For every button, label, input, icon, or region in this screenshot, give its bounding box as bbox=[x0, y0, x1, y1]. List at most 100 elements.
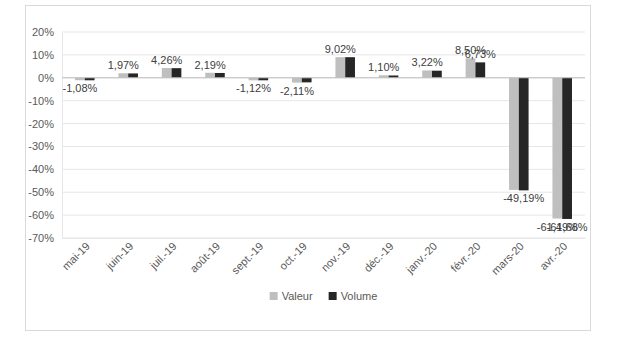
bar bbox=[345, 57, 355, 78]
bar bbox=[162, 68, 172, 78]
grid-line bbox=[62, 77, 585, 78]
x-tick: avr.-20 bbox=[537, 238, 569, 272]
x-axis: mai-19 juin-19 juil.-19août-19sept.-19 oct.… bbox=[60, 238, 586, 277]
x-tick-label: sept.-19 bbox=[229, 240, 266, 277]
y-tick-label: -30% bbox=[28, 140, 54, 152]
x-tick-label: oct.-19 bbox=[277, 240, 309, 272]
grid-line bbox=[62, 169, 585, 170]
data-label: 1,10% bbox=[368, 61, 399, 73]
legend-item: Valeur bbox=[270, 290, 313, 302]
grid-line bbox=[62, 100, 585, 101]
x-tick-label: juin-19 bbox=[103, 240, 136, 273]
bar bbox=[422, 70, 432, 77]
legend-label: Volume bbox=[341, 290, 378, 302]
x-tick: juin-19 bbox=[103, 238, 136, 272]
x-tick: janv.-20 bbox=[403, 238, 439, 276]
bar bbox=[562, 78, 572, 219]
legend-label: Valeur bbox=[282, 290, 313, 302]
grid-line bbox=[62, 32, 585, 33]
chart-frame bbox=[26, 6, 591, 331]
y-tick: 0% bbox=[38, 72, 62, 84]
y-tick: -70% bbox=[28, 232, 62, 244]
x-tick-label: mars-20 bbox=[489, 240, 526, 277]
y-tick: -20% bbox=[28, 118, 62, 130]
bar bbox=[335, 57, 345, 78]
x-tick: févr.-20 bbox=[448, 238, 482, 274]
y-tick: 10% bbox=[32, 49, 62, 61]
bar-series bbox=[85, 57, 572, 219]
bar bbox=[205, 73, 215, 78]
bar bbox=[302, 78, 312, 83]
data-label: -61,68% bbox=[547, 221, 588, 233]
x-tick: juil.-19 bbox=[147, 238, 179, 272]
y-tick-label: -20% bbox=[28, 118, 54, 130]
grid-line bbox=[62, 215, 585, 216]
x-tick: déc.-19 bbox=[361, 238, 395, 274]
x-tick: nov.-19 bbox=[319, 238, 353, 274]
bar bbox=[466, 58, 476, 77]
y-tick-label: -10% bbox=[28, 95, 54, 107]
y-tick: 20% bbox=[32, 26, 62, 38]
grid bbox=[62, 32, 585, 238]
x-tick-label: avr.-20 bbox=[537, 240, 569, 272]
y-tick: -10% bbox=[28, 95, 62, 107]
bar bbox=[432, 71, 442, 78]
x-tick: août-19 bbox=[187, 238, 222, 275]
bar bbox=[519, 78, 529, 191]
data-label: -1,12% bbox=[236, 82, 271, 94]
x-axis-line bbox=[63, 238, 586, 239]
x-tick-label: mai-19 bbox=[60, 240, 92, 272]
y-tick-label: 20% bbox=[32, 26, 54, 38]
y-tick-label: -70% bbox=[28, 232, 54, 244]
bar-series bbox=[75, 57, 562, 218]
data-label: -2,11% bbox=[280, 85, 314, 97]
grid-line bbox=[62, 146, 585, 147]
grid-line bbox=[62, 123, 585, 124]
y-axis: -70% -60% -50% -40% -30% -20% -10% 0% 10% 20% bbox=[28, 26, 62, 244]
data-label: 2,19% bbox=[195, 59, 226, 71]
y-tick-label: -60% bbox=[28, 209, 54, 221]
bar bbox=[292, 78, 302, 83]
legend-item: Volume bbox=[329, 290, 378, 302]
data-label: -49,19% bbox=[503, 192, 544, 204]
data-label: 6,73% bbox=[465, 48, 496, 60]
data-label: -1,08% bbox=[62, 82, 97, 94]
x-tick-label: févr.-20 bbox=[448, 240, 482, 274]
y-tick: -60% bbox=[28, 209, 62, 221]
legend-swatch bbox=[329, 292, 337, 300]
bar bbox=[172, 68, 182, 78]
legend: Valeur Volume bbox=[270, 290, 378, 302]
data-label: 1,97% bbox=[108, 59, 139, 71]
y-tick-label: 10% bbox=[32, 49, 54, 61]
data-label: 4,26% bbox=[151, 54, 182, 66]
x-tick-label: août-19 bbox=[187, 240, 222, 275]
y-tick-label: -50% bbox=[28, 186, 54, 198]
y-tick: -40% bbox=[28, 163, 62, 175]
zero-line bbox=[62, 77, 585, 78]
plot: -70% -60% -50% -40% -30% -20% -10% 0% 10% 20% mai-… bbox=[28, 26, 587, 277]
bar bbox=[128, 73, 138, 77]
data-label: 9,02% bbox=[325, 43, 356, 55]
y-tick: -30% bbox=[28, 140, 62, 152]
bar bbox=[475, 62, 485, 77]
y-tick-label: -40% bbox=[28, 163, 54, 175]
grid-line bbox=[62, 54, 585, 55]
data-label: 3,22% bbox=[412, 56, 443, 68]
x-tick: sept.-19 bbox=[229, 238, 266, 276]
x-tick-label: juil.-19 bbox=[147, 240, 179, 272]
x-tick-label: nov.-19 bbox=[319, 240, 353, 274]
x-tick: oct.-19 bbox=[277, 238, 309, 272]
bars bbox=[75, 57, 572, 219]
x-tick: mars-20 bbox=[489, 238, 526, 277]
bar bbox=[118, 73, 128, 78]
bar bbox=[552, 78, 562, 219]
chart: -70% -60% -50% -40% -30% -20% -10% 0% 10% 20% mai-… bbox=[0, 0, 620, 350]
x-tick: mai-19 bbox=[60, 238, 92, 272]
bar bbox=[509, 78, 519, 190]
x-tick-label: déc.-19 bbox=[361, 240, 395, 274]
data-labels: -1,08% 1,97% 4,26% 2,19% -1,12% -2,11% 9,02% 1,… bbox=[62, 43, 587, 233]
legend-swatch bbox=[270, 292, 278, 300]
bar bbox=[215, 73, 225, 78]
y-tick-label: 0% bbox=[38, 72, 54, 84]
x-tick-label: janv.-20 bbox=[403, 240, 439, 276]
